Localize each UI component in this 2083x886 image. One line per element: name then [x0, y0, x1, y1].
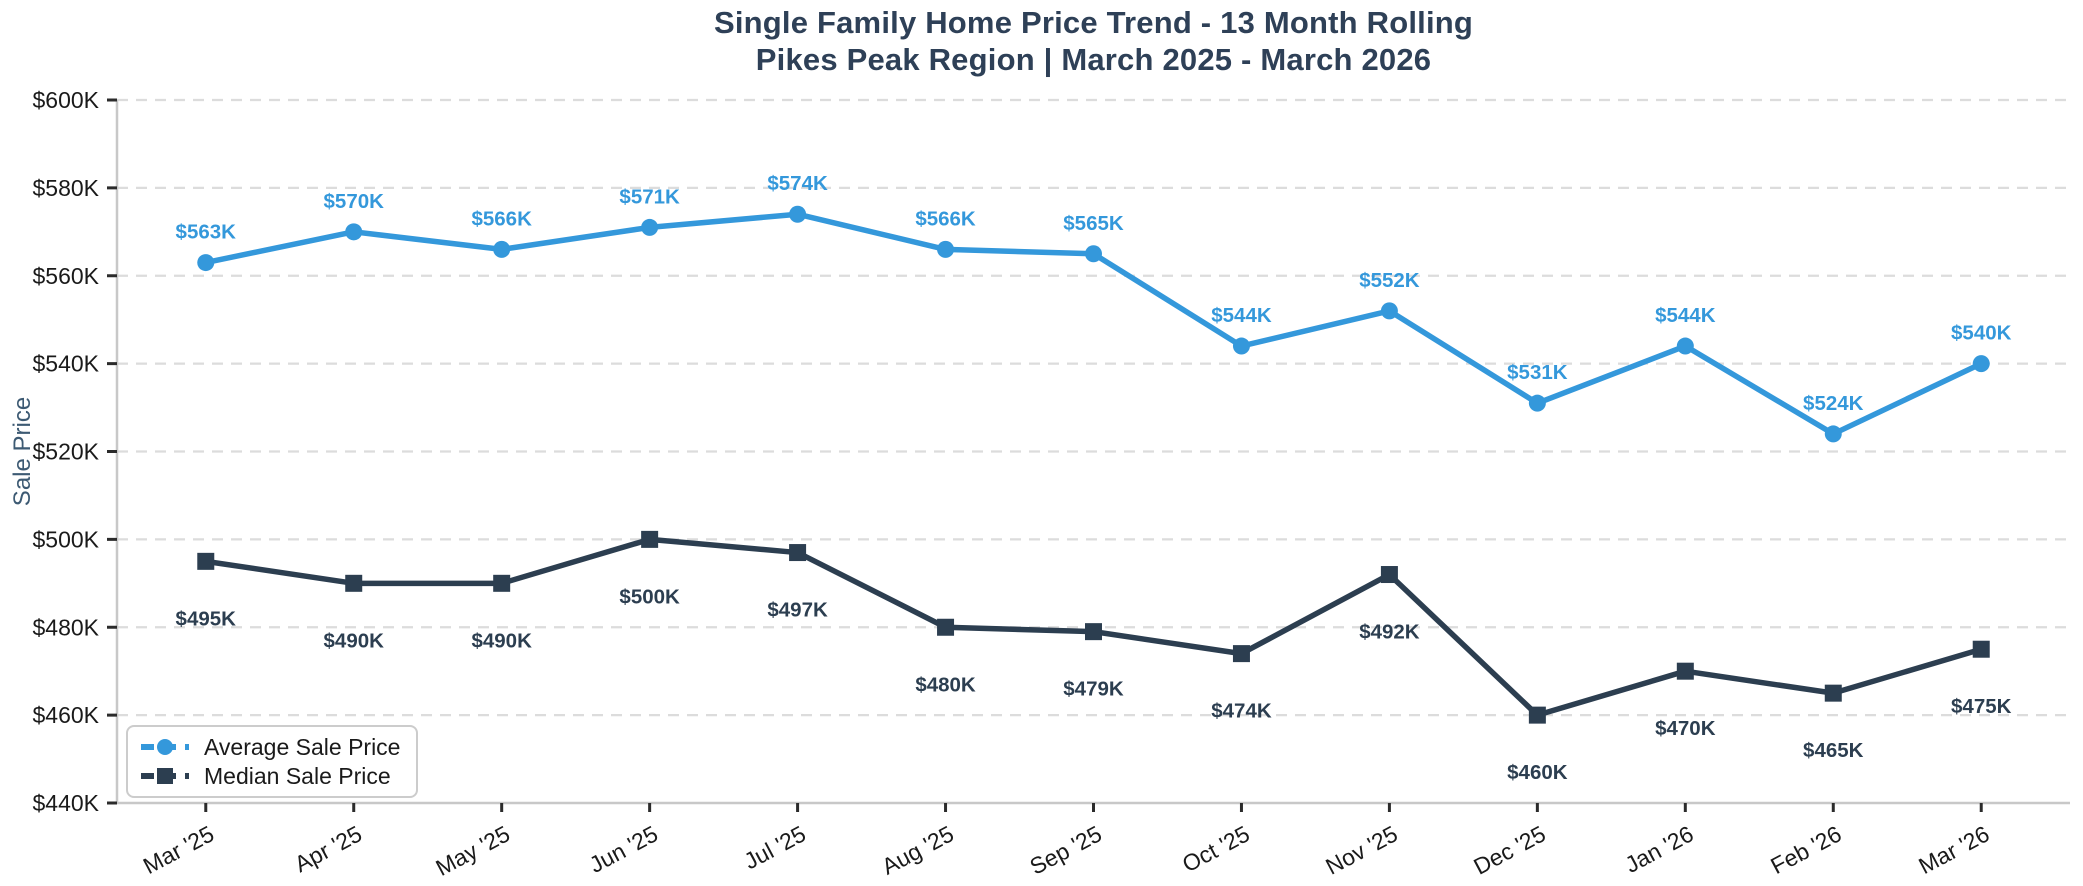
average-data-point — [641, 218, 659, 236]
x-tick-label: Jul '25 — [740, 820, 810, 874]
y-tick-label: $480K — [32, 614, 99, 640]
x-tick-label: Mar '26 — [1914, 820, 1993, 879]
average-data-point — [1972, 355, 1990, 373]
y-tick-label: $500K — [32, 526, 99, 552]
average-point-label: $566K — [471, 207, 532, 230]
median-data-point — [197, 552, 215, 570]
average-point-label: $552K — [1359, 269, 1420, 292]
y-tick-label: $540K — [32, 351, 99, 377]
x-tick-label: Sep '25 — [1025, 820, 1105, 879]
average-data-point — [1528, 394, 1546, 412]
median-data-point — [1972, 640, 1990, 658]
x-tick-label: Jan '26 — [1621, 820, 1698, 877]
average-point-label: $544K — [1655, 304, 1716, 327]
average-point-label: $571K — [619, 185, 680, 208]
y-tick-label: $440K — [32, 790, 99, 816]
average-data-point — [789, 205, 807, 223]
y-tick-label: $600K — [32, 87, 99, 113]
x-tick-label: Jun '25 — [585, 820, 662, 877]
median-data-point — [1528, 706, 1546, 724]
median-data-point — [641, 530, 659, 548]
median-data-point — [1824, 684, 1842, 702]
average-point-label: $565K — [1063, 212, 1124, 235]
median-point-label: $490K — [471, 629, 532, 652]
average-point-label: $570K — [324, 190, 385, 213]
average-data-point — [1085, 245, 1102, 263]
median-point-label: $460K — [1507, 761, 1568, 784]
y-axis-title: Sale Price — [9, 397, 36, 506]
average-data-point — [937, 240, 955, 258]
median-point-label: $500K — [619, 585, 680, 608]
average-data-point — [197, 254, 215, 272]
median-data-point — [1380, 566, 1398, 584]
median-point-label: $495K — [176, 607, 237, 630]
legend-item-label: Average Sale Price — [204, 733, 401, 760]
median-point-label: $475K — [1951, 695, 2012, 718]
median-point-label: $492K — [1359, 621, 1420, 644]
x-tick-label: Feb '26 — [1766, 820, 1845, 879]
chart-title-line-1: Single Family Home Price Trend - 13 Mont… — [713, 5, 1474, 40]
average-point-label: $531K — [1507, 361, 1568, 384]
average-series-swatch — [141, 739, 189, 755]
average-data-point — [1380, 302, 1398, 320]
median-data-point — [937, 618, 955, 636]
x-tick-label: Nov '25 — [1321, 820, 1401, 879]
median-data-point — [345, 574, 363, 592]
average-point-label: $566K — [915, 207, 976, 230]
x-tick-label: Dec '25 — [1469, 820, 1549, 879]
legend: Average Sale Price Median Sale Price — [126, 725, 419, 798]
median-point-label: $470K — [1655, 717, 1716, 740]
median-point-label: $474K — [1211, 700, 1272, 723]
x-tick-label: Apr '25 — [290, 820, 366, 877]
median-data-point — [493, 574, 511, 592]
chart-title: Single Family Home Price Trend - 13 Mont… — [117, 5, 2070, 78]
average-point-label: $574K — [767, 172, 828, 195]
legend-item-label: Median Sale Price — [204, 762, 391, 789]
median-point-label: $480K — [915, 673, 976, 696]
x-tick-label: Mar '25 — [139, 820, 218, 879]
median-point-label: $490K — [324, 629, 385, 652]
chart-title-line-2: Pikes Peak Region | March 2025 - March 2… — [755, 41, 1432, 77]
median-data-point — [789, 544, 807, 562]
average-data-point — [1676, 337, 1694, 355]
x-tick-label: Aug '25 — [877, 820, 957, 879]
median-series-swatch — [141, 768, 189, 784]
median-data-point — [1085, 623, 1102, 641]
average-data-point — [1824, 425, 1842, 443]
x-tick-label: Oct '25 — [1178, 820, 1254, 877]
average-point-label: $544K — [1211, 304, 1272, 327]
y-tick-label: $580K — [32, 175, 99, 201]
median-point-label: $479K — [1063, 678, 1124, 701]
median-data-point — [1232, 645, 1250, 663]
legend-item: Average Sale Price — [140, 734, 400, 760]
average-point-label: $563K — [176, 221, 237, 244]
x-tick-label: May '25 — [431, 820, 514, 880]
legend-item: Median Sale Price — [140, 763, 400, 789]
median-point-label: $465K — [1803, 739, 1864, 762]
average-point-label: $540K — [1951, 322, 2012, 345]
y-tick-label: $460K — [32, 702, 99, 728]
y-tick-label: $560K — [32, 263, 99, 289]
average-point-label: $524K — [1803, 392, 1864, 415]
median-data-point — [1676, 662, 1694, 680]
average-data-point — [345, 223, 363, 241]
average-data-point — [493, 240, 511, 258]
average-data-point — [1232, 337, 1250, 355]
y-tick-label: $520K — [32, 439, 99, 465]
median-point-label: $497K — [767, 599, 828, 622]
